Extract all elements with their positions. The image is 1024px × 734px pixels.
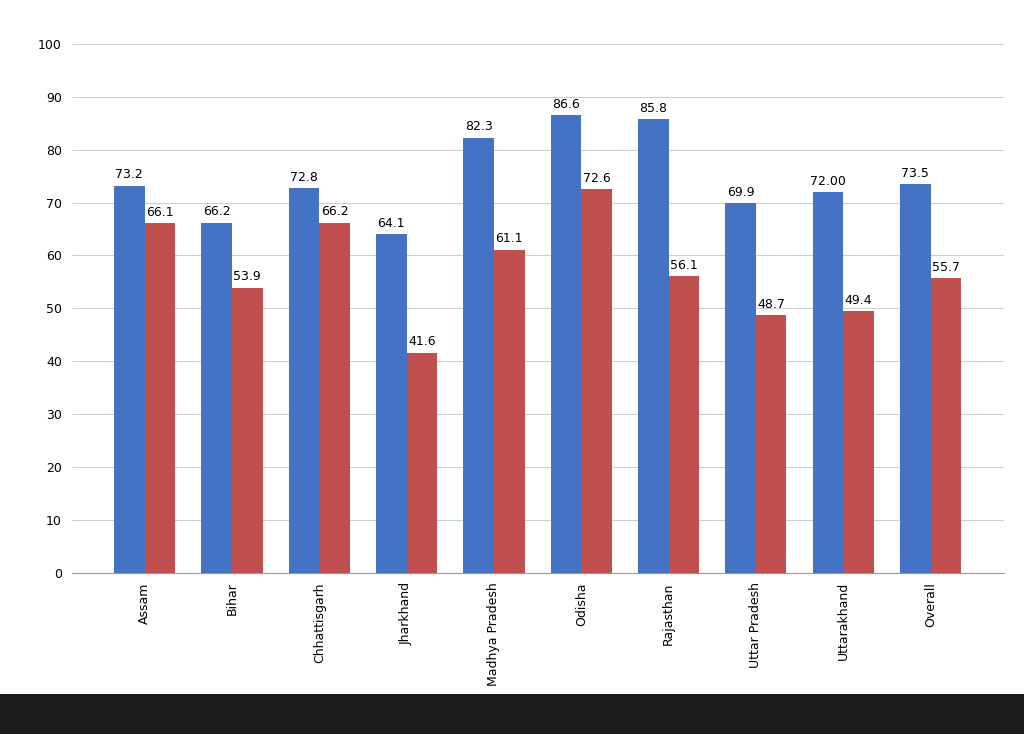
Text: 69.9: 69.9	[727, 186, 755, 199]
Text: 73.2: 73.2	[116, 168, 143, 181]
Bar	[464, 137, 494, 573]
Bar	[376, 233, 407, 573]
Bar	[407, 352, 437, 573]
Bar	[931, 278, 962, 573]
Text: 72.00: 72.00	[810, 175, 846, 188]
Bar	[638, 119, 669, 573]
Bar	[494, 250, 524, 573]
Text: 82.3: 82.3	[465, 120, 493, 134]
Bar	[669, 276, 699, 573]
Text: 72.8: 72.8	[290, 170, 317, 184]
Text: 55.7: 55.7	[932, 261, 959, 274]
Text: 56.1: 56.1	[670, 259, 697, 272]
Bar	[813, 192, 844, 573]
Text: 48.7: 48.7	[758, 298, 785, 311]
Bar	[900, 184, 931, 573]
Text: 72.6: 72.6	[583, 172, 610, 185]
Bar	[756, 315, 786, 573]
Bar	[289, 188, 319, 573]
Text: 61.1: 61.1	[496, 233, 523, 245]
Bar	[114, 186, 144, 573]
Text: 86.6: 86.6	[552, 98, 580, 111]
Bar	[844, 311, 873, 573]
Bar	[551, 115, 582, 573]
Text: 66.2: 66.2	[203, 206, 230, 219]
Text: 41.6: 41.6	[409, 335, 435, 349]
Text: 49.4: 49.4	[845, 294, 872, 308]
Text: 73.5: 73.5	[901, 167, 929, 180]
Bar	[231, 288, 262, 573]
Text: 66.1: 66.1	[146, 206, 174, 219]
Text: 53.9: 53.9	[233, 270, 261, 283]
Bar	[582, 189, 611, 573]
Bar	[144, 223, 175, 573]
Text: 64.1: 64.1	[378, 217, 406, 230]
Text: 66.2: 66.2	[321, 206, 348, 219]
Text: 85.8: 85.8	[639, 102, 668, 115]
Bar	[202, 222, 231, 573]
Bar	[319, 222, 350, 573]
Bar	[725, 203, 756, 573]
